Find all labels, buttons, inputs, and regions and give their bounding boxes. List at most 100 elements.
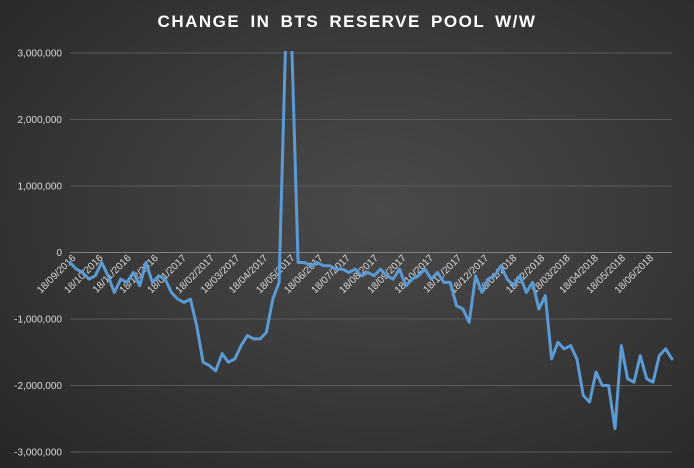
data-point [366, 271, 369, 274]
data-point [436, 271, 439, 274]
data-point [506, 278, 509, 281]
data-point [309, 264, 312, 267]
data-point [284, 52, 287, 55]
data-point [252, 337, 255, 340]
data-point [537, 308, 540, 311]
data-point [214, 369, 217, 372]
data-point [113, 291, 116, 294]
data-point [126, 281, 129, 284]
data-point [265, 331, 268, 334]
data-point [474, 274, 477, 277]
data-point [221, 352, 224, 355]
data-point [392, 278, 395, 281]
data-point [607, 384, 610, 387]
data-point [157, 274, 160, 277]
data-point [423, 268, 426, 271]
data-point [107, 274, 110, 277]
data-point [575, 357, 578, 360]
y-tick-label: -3,000,000 [14, 448, 62, 459]
data-point [119, 278, 122, 281]
data-point [290, 52, 293, 55]
data-point [132, 271, 135, 274]
data-point [430, 278, 433, 281]
data-point [487, 278, 490, 281]
data-point [271, 298, 274, 301]
data-point [246, 334, 249, 337]
data-point [69, 261, 72, 264]
y-tick-label: 2,000,000 [18, 115, 63, 126]
data-point [341, 268, 344, 271]
y-tick-label: 1,000,000 [18, 182, 63, 193]
data-point [259, 337, 262, 340]
data-point [544, 294, 547, 297]
series-line [68, 51, 674, 431]
data-point [468, 321, 471, 324]
data-point [183, 301, 186, 304]
y-tick-label: 3,000,000 [18, 49, 63, 60]
data-point [569, 344, 572, 347]
data-point [595, 371, 598, 374]
data-point [385, 274, 388, 277]
y-tick-label: 0 [56, 248, 62, 259]
data-point [151, 281, 154, 284]
data-point [455, 304, 458, 307]
data-point [658, 354, 661, 357]
y-tick-label: -1,000,000 [14, 315, 62, 326]
data-point [354, 268, 357, 271]
data-point [176, 298, 179, 301]
data-point [417, 274, 420, 277]
data-point [94, 274, 97, 277]
data-point [227, 361, 230, 364]
data-point [208, 364, 211, 367]
data-point [614, 427, 617, 430]
data-point [493, 274, 496, 277]
data-point [373, 274, 376, 277]
data-point [588, 401, 591, 404]
data-point [347, 271, 350, 274]
data-point [499, 264, 502, 267]
data-point [620, 344, 623, 347]
data-point [195, 324, 198, 327]
data-point [652, 381, 655, 384]
data-point [480, 291, 483, 294]
data-point [189, 298, 192, 301]
data-point [278, 281, 281, 284]
data-point [442, 281, 445, 284]
data-point [601, 384, 604, 387]
data-point [335, 268, 338, 271]
data-point [322, 264, 325, 267]
data-point [531, 281, 534, 284]
data-point [645, 377, 648, 380]
data-point [303, 261, 306, 264]
data-point [316, 261, 319, 264]
data-point [633, 381, 636, 384]
data-point [626, 377, 629, 380]
y-tick-label: -2,000,000 [14, 381, 62, 392]
data-point [88, 278, 91, 281]
data-point [664, 347, 667, 350]
data-point [639, 354, 642, 357]
data-point [550, 357, 553, 360]
data-point [81, 271, 84, 274]
data-point [233, 357, 236, 360]
data-point [75, 268, 78, 271]
data-point [556, 341, 559, 344]
data-point [404, 284, 407, 287]
data-point [170, 291, 173, 294]
data-point [512, 284, 515, 287]
data-point [461, 308, 464, 311]
data-point [563, 347, 566, 350]
data-point [379, 268, 382, 271]
data-point [145, 261, 148, 264]
data-point [449, 281, 452, 284]
data-point [138, 284, 141, 287]
chart-title: CHANGE IN BTS RESERVE POOL W/W [157, 12, 537, 31]
data-point [297, 261, 300, 264]
data-point [398, 268, 401, 271]
data-point [525, 291, 528, 294]
data-point [582, 394, 585, 397]
data-point [411, 278, 414, 281]
data-point [671, 357, 674, 360]
data-point [100, 261, 103, 264]
